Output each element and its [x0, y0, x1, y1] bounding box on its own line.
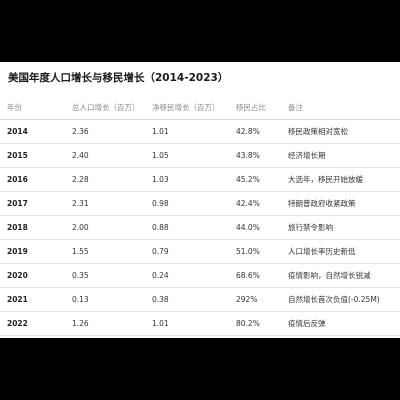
cell-net-immigration: 0.90 [152, 335, 236, 338]
table-row: 2016 2.28 1.03 45.2% 大选年，移民开始放缓 [0, 167, 400, 192]
cell-note: 初步估计数据 [288, 335, 400, 338]
cell-year: 2017 [0, 191, 72, 216]
cell-net-immigration: 0.24 [152, 263, 236, 288]
cell-immigration-share: 80.2% [236, 311, 288, 336]
cell-net-immigration: 0.98 [152, 191, 236, 216]
cell-total-growth: 0.35 [72, 263, 152, 288]
cell-note: 疫情后反弹 [288, 311, 400, 336]
table-row: 2021 0.13 0.38 292% 自然增长首次负值(-0.25M) [0, 287, 400, 312]
cell-year: 2020 [0, 263, 72, 288]
cell-note: 移民政策相对宽松 [288, 119, 400, 144]
cell-net-immigration: 0.79 [152, 239, 236, 264]
cell-year: 2016 [0, 167, 72, 192]
document-page: 美国年度人口增长与移民增长（2014-2023） 年份 总人口增长（百万） 净移… [0, 62, 400, 338]
cell-immigration-share: 292% [236, 287, 288, 312]
cell-total-growth: 2.31 [72, 191, 152, 216]
cell-year: 2023 [0, 335, 72, 338]
cell-note: 旅行禁令影响 [288, 215, 400, 240]
cell-note: 经济增长期 [288, 143, 400, 168]
cell-immigration-share: 42.4% [236, 191, 288, 216]
cell-total-growth: 2.28 [72, 167, 152, 192]
cell-immigration-share: 44.0% [236, 215, 288, 240]
cell-year: 2022 [0, 311, 72, 336]
cell-year: 2015 [0, 143, 72, 168]
header-total-growth: 总人口增长（百万） [72, 96, 152, 120]
cell-immigration-share: 68.6% [236, 263, 288, 288]
cell-net-immigration: 1.03 [152, 167, 236, 192]
cell-note: 大选年，移民开始放缓 [288, 167, 400, 192]
cell-total-growth: 2.36 [72, 119, 152, 144]
cell-net-immigration: 1.01 [152, 311, 236, 336]
cell-total-growth: 2.00 [72, 215, 152, 240]
table-row: 2019 1.55 0.79 51.0% 人口增长率历史新低 [0, 239, 400, 264]
cell-net-immigration: 1.01 [152, 119, 236, 144]
table-row: 2018 2.00 0.88 44.0% 旅行禁令影响 [0, 215, 400, 240]
header-year: 年份 [0, 96, 72, 120]
table-title: 美国年度人口增长与移民增长（2014-2023） [8, 72, 229, 84]
table-row: 20231.580.9057.0%初步估计数据 [0, 335, 400, 338]
table-row: 2017 2.31 0.98 42.4% 特朗普政府收紧政策 [0, 191, 400, 216]
cell-note: 特朗普政府收紧政策 [288, 191, 400, 216]
cell-immigration-share: 45.2% [236, 167, 288, 192]
header-row: 年份 总人口增长（百万） 净移民增长（百万） 移民占比 备注 [0, 96, 400, 120]
cell-note: 疫情影响，自然增长锐减 [288, 263, 400, 288]
header-note: 备注 [288, 96, 400, 120]
cell-total-growth: 0.13 [72, 287, 152, 312]
cell-net-immigration: 0.38 [152, 287, 236, 312]
cell-immigration-share: 43.8% [236, 143, 288, 168]
cell-immigration-share: 51.0% [236, 239, 288, 264]
cell-year: 2014 [0, 119, 72, 144]
population-table: 年份 总人口增长（百万） 净移民增长（百万） 移民占比 备注 2014 2.36 1… [0, 96, 400, 338]
cell-immigration-share: 57.0% [236, 335, 288, 338]
cell-year: 2021 [0, 287, 72, 312]
cell-total-growth: 1.26 [72, 311, 152, 336]
table-row: 2022 1.26 1.01 80.2% 疫情后反弹 [0, 311, 400, 336]
table-row: 2014 2.36 1.01 42.8% 移民政策相对宽松 [0, 119, 400, 144]
cell-note: 人口增长率历史新低 [288, 239, 400, 264]
table-row: 2020 0.35 0.24 68.6% 疫情影响，自然增长锐减 [0, 263, 400, 288]
cell-note: 自然增长首次负值(-0.25M) [288, 287, 400, 312]
cell-total-growth: 1.58 [72, 335, 152, 338]
header-immigration-share: 移民占比 [236, 96, 288, 120]
header-net-immigration: 净移民增长（百万） [152, 96, 236, 120]
cell-year: 2019 [0, 239, 72, 264]
table-row: 2015 2.40 1.05 43.8% 经济增长期 [0, 143, 400, 168]
cell-net-immigration: 1.05 [152, 143, 236, 168]
cell-year: 2018 [0, 215, 72, 240]
cell-total-growth: 1.55 [72, 239, 152, 264]
cell-net-immigration: 0.88 [152, 215, 236, 240]
cell-immigration-share: 42.8% [236, 119, 288, 144]
cell-total-growth: 2.40 [72, 143, 152, 168]
